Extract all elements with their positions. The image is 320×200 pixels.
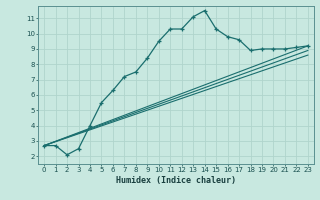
X-axis label: Humidex (Indice chaleur): Humidex (Indice chaleur) (116, 176, 236, 185)
